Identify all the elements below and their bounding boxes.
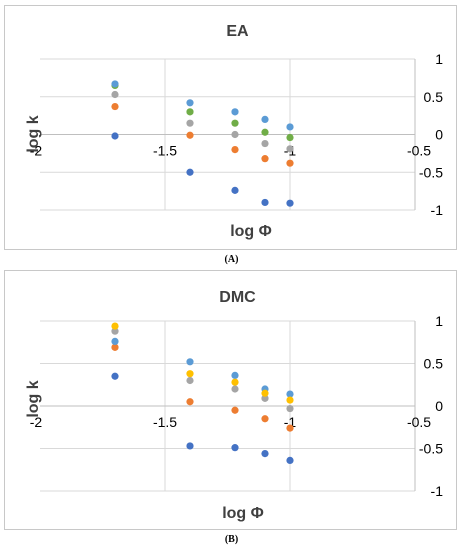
data-point: [286, 390, 294, 398]
data-point: [111, 102, 119, 111]
data-point: [231, 444, 239, 452]
data-point: [231, 108, 239, 116]
y-tick-label: 0.5: [424, 89, 444, 105]
data-point: [186, 376, 194, 385]
x-tick-label: -1: [284, 414, 297, 430]
data-point: [261, 128, 269, 136]
data-point: [261, 389, 269, 397]
data-point: [111, 327, 119, 335]
y-tick-label: 1: [435, 313, 443, 329]
data-point: [186, 119, 194, 127]
data-point: [231, 186, 239, 194]
data-point: [261, 450, 269, 458]
data-point: [261, 415, 269, 423]
x-axis-label: log Φ: [222, 505, 264, 522]
data-point: [286, 404, 294, 413]
data-point: [286, 424, 294, 432]
data-point: [186, 370, 194, 378]
data-point: [186, 358, 194, 366]
data-point: [111, 80, 119, 88]
data-point: [231, 371, 239, 379]
y-tick-label: -1: [431, 202, 444, 218]
data-point: [286, 456, 294, 464]
y-tick-label: 1: [435, 51, 443, 67]
data-point: [261, 394, 269, 402]
data-point: [231, 406, 239, 414]
data-point: [261, 198, 269, 207]
data-point: [231, 378, 239, 386]
chart-title: DMC: [219, 289, 256, 306]
data-point: [231, 385, 239, 393]
data-point: [111, 337, 119, 345]
data-point: [231, 130, 239, 139]
data-point: [186, 108, 194, 116]
y-tick-label: -1: [431, 483, 444, 499]
caption-b: (B): [224, 534, 239, 545]
data-point: [261, 115, 269, 123]
data-point: [111, 322, 119, 330]
y-axis-label: log k: [25, 115, 42, 152]
x-tick-label: -2: [30, 414, 43, 430]
data-point: [261, 139, 269, 148]
y-tick-label: 0.5: [424, 356, 444, 372]
caption-a: (A): [224, 254, 239, 265]
data-point: [186, 398, 194, 406]
data-point: [186, 99, 194, 107]
data-point: [286, 123, 294, 131]
x-tick-label: -1.5: [153, 143, 177, 159]
x-tick-label: -1.5: [153, 414, 177, 430]
x-axis-label: log Φ: [230, 223, 272, 240]
data-point: [286, 159, 294, 167]
y-axis-label: log k: [25, 380, 42, 417]
data-point: [286, 396, 294, 404]
y-tick-label: -0.5: [419, 441, 443, 457]
data-point: [231, 119, 239, 127]
data-point: [111, 132, 119, 140]
x-tick-label: -0.5: [407, 143, 431, 159]
data-point: [111, 372, 119, 380]
y-tick-label: 0: [435, 398, 443, 414]
data-point: [186, 168, 194, 176]
data-point: [261, 155, 269, 163]
data-point: [111, 90, 119, 99]
data-point: [286, 145, 294, 153]
data-point: [111, 343, 119, 351]
data-point: [186, 131, 194, 139]
x-tick-label: -2: [30, 143, 43, 159]
data-point: [286, 133, 294, 142]
y-tick-label: 0: [435, 127, 443, 143]
data-point: [186, 442, 194, 450]
data-point: [286, 199, 294, 207]
data-point: [231, 146, 239, 154]
x-tick-label: -0.5: [407, 414, 431, 430]
chart-title: EA: [226, 23, 249, 40]
y-tick-label: -0.5: [419, 164, 443, 180]
